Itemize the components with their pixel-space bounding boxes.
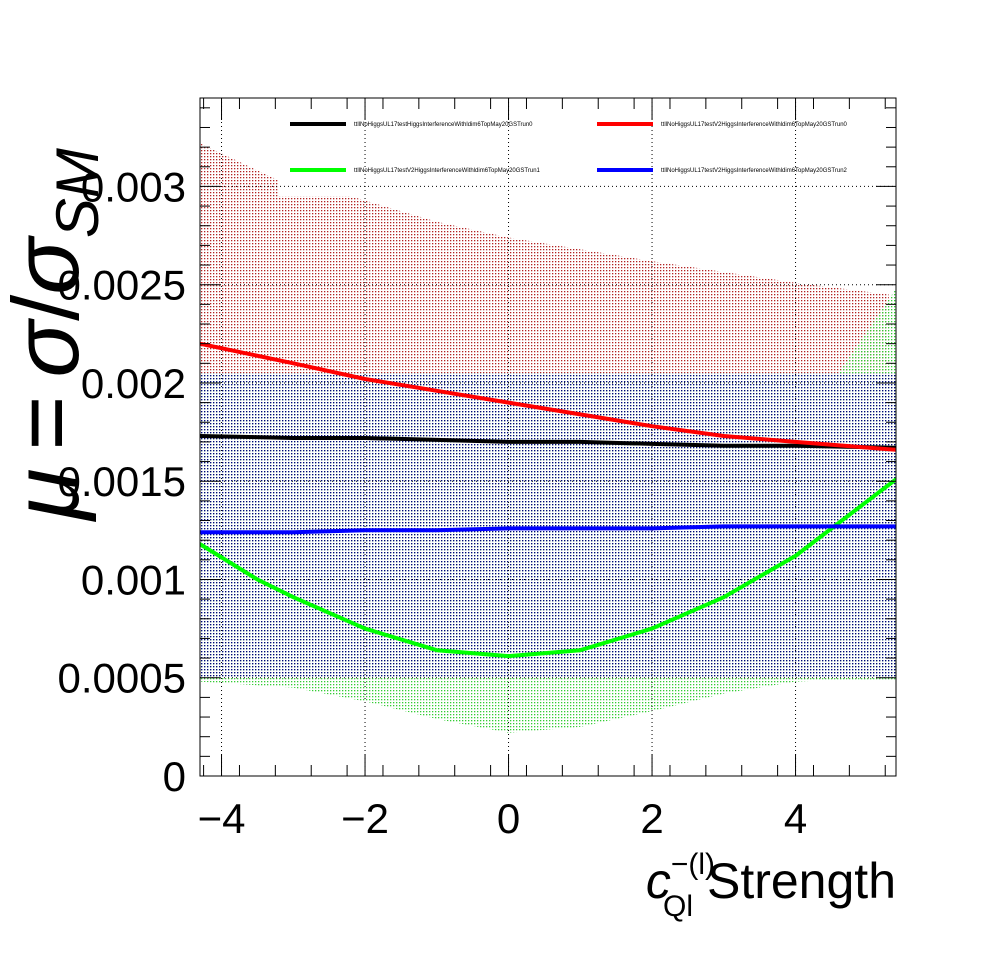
series-line-1 xyxy=(200,341,896,452)
x-axis-text: Strength xyxy=(707,853,896,909)
legend-label-1: ttllNoHiggsUL17testV2HiggsInterferenceWi… xyxy=(661,122,848,128)
series-line-0 xyxy=(200,434,896,450)
x-tick-label: 4 xyxy=(784,795,807,842)
legend-label-2: ttllNoHiggsUL17testV2HiggsInterferenceWi… xyxy=(354,168,541,174)
x-axis-symbol: c xyxy=(646,853,671,909)
y-axis-mu: μ xyxy=(0,469,98,523)
legend: ttllNoHiggsUL17testHiggsInterferenceWith… xyxy=(290,122,848,174)
y-axis-sigma: σ xyxy=(0,318,98,378)
x-tick-label: 0 xyxy=(497,795,520,842)
band-2 xyxy=(200,373,896,678)
y-tick-label: 0 xyxy=(163,753,186,800)
plot-frame xyxy=(199,97,897,777)
y-axis-equals: = xyxy=(0,396,98,451)
x-axis-title: c−(l) Ql Strength xyxy=(646,848,896,923)
series-line-2 xyxy=(200,477,896,659)
y-tick-label: 0.0015 xyxy=(58,458,186,505)
x-axis-subscript: Ql xyxy=(663,890,693,923)
x-tick-label: −4 xyxy=(198,795,246,842)
band-0 xyxy=(200,143,889,374)
x-axis-superscript: −(l) xyxy=(671,848,715,881)
y-tick-label: 0.003 xyxy=(81,163,186,210)
legend-label-3: ttllNoHiggsUL17testV2HiggsInterferenceWi… xyxy=(661,168,848,174)
y-axis-sigma-sm: σ xyxy=(0,235,98,295)
x-tick-labels: −4 −2 0 2 4 xyxy=(198,795,808,842)
x-tick-label: −2 xyxy=(341,795,389,842)
y-tick-label: 0.001 xyxy=(81,556,186,603)
y-axis-sm: SM xyxy=(44,148,111,238)
y-axis-title: μ=σ/σSM xyxy=(0,148,111,522)
grid xyxy=(200,98,896,776)
plot-border xyxy=(199,97,897,777)
x-tick-label: 2 xyxy=(640,795,663,842)
series-line-3 xyxy=(200,524,896,535)
y-tick-labels: 0 0.0005 0.001 0.0015 0.002 0.0025 0.003 xyxy=(58,163,186,800)
y-tick-label: 0.002 xyxy=(81,360,186,407)
series-lines xyxy=(200,341,896,659)
y-tick-label: 0.0025 xyxy=(58,262,186,309)
uncertainty-bands xyxy=(200,143,896,733)
y-tick-label: 0.0005 xyxy=(58,655,186,702)
y-axis-slash: / xyxy=(0,294,98,321)
axis-ticks xyxy=(200,98,896,777)
legend-label-0: ttllNoHiggsUL17testHiggsInterferenceWith… xyxy=(354,122,533,128)
